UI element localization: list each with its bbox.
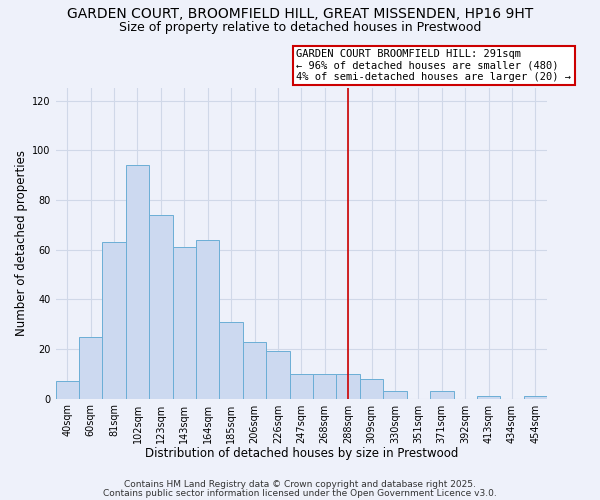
Bar (313, 374, 337, 398)
Bar (149, 215, 173, 398)
Text: Contains public sector information licensed under the Open Government Licence v3: Contains public sector information licen… (103, 488, 497, 498)
Bar (243, 342, 266, 398)
Bar (337, 374, 360, 398)
Bar (79, 336, 103, 398)
Bar (103, 242, 126, 398)
X-axis label: Distribution of detached houses by size in Prestwood: Distribution of detached houses by size … (145, 447, 458, 460)
Text: Size of property relative to detached houses in Prestwood: Size of property relative to detached ho… (119, 21, 481, 34)
Bar (196, 240, 220, 398)
Text: GARDEN COURT, BROOMFIELD HILL, GREAT MISSENDEN, HP16 9HT: GARDEN COURT, BROOMFIELD HILL, GREAT MIS… (67, 8, 533, 22)
Bar (524, 396, 547, 398)
Bar (126, 166, 149, 398)
Text: Contains HM Land Registry data © Crown copyright and database right 2025.: Contains HM Land Registry data © Crown c… (124, 480, 476, 489)
Bar (360, 378, 383, 398)
Bar (220, 322, 243, 398)
Y-axis label: Number of detached properties: Number of detached properties (15, 150, 28, 336)
Bar (290, 374, 313, 398)
Bar (383, 391, 407, 398)
Text: GARDEN COURT BROOMFIELD HILL: 291sqm
← 96% of detached houses are smaller (480)
: GARDEN COURT BROOMFIELD HILL: 291sqm ← 9… (296, 49, 571, 82)
Bar (477, 396, 500, 398)
Bar (173, 247, 196, 398)
Bar (56, 381, 79, 398)
Bar (266, 352, 290, 399)
Bar (430, 391, 454, 398)
